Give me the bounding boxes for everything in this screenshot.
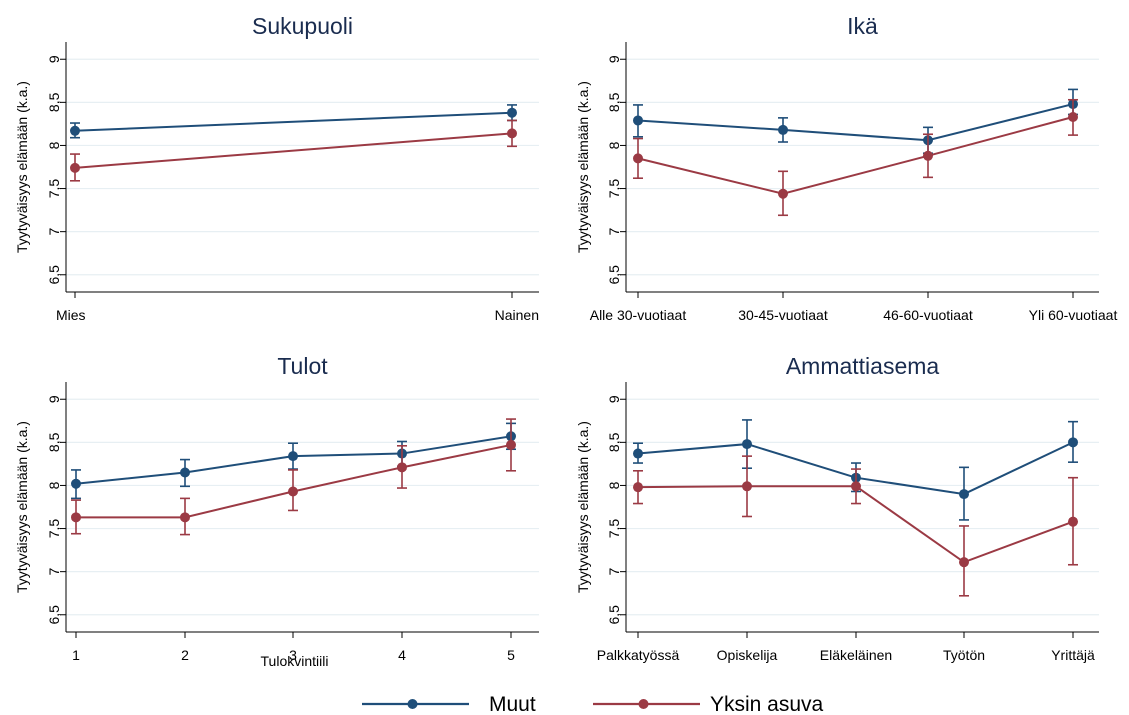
y-tick-label: 8 <box>46 141 62 149</box>
panel-1: 6,5 7 7,5 8 8,5 9 Mies Nainen Sukupuoli Tyytyväis… <box>14 13 539 323</box>
legend-label-yksin-asuva: Yksin asuva <box>710 693 824 715</box>
x-tick-label: Opiskelija <box>717 647 778 663</box>
data-point-muut <box>633 115 643 126</box>
data-point-yksin-asuva <box>742 481 752 492</box>
panel-2: 6,5 7 7,5 8 8,5 9 Alle 30-vuotiaat 30-45-vuotia… <box>575 13 1117 323</box>
data-point-yksin-asuva <box>70 162 80 173</box>
data-point-muut <box>507 107 517 118</box>
y-tick-label: 7,5 <box>606 519 622 539</box>
series-line-yksin-asuva <box>637 116 1074 195</box>
data-point-yksin-asuva <box>633 482 643 493</box>
y-tick-label: 7,5 <box>46 519 62 539</box>
y-tick-label: 8,5 <box>46 92 62 112</box>
y-tick-label: 9 <box>606 55 622 63</box>
y-tick-label: 6,5 <box>606 265 622 285</box>
data-point-yksin-asuva <box>71 512 81 523</box>
x-tick-label: 3 <box>289 647 297 663</box>
x-tick-label: Yli 60-vuotiaat <box>1029 307 1118 323</box>
data-point-muut <box>959 489 969 500</box>
y-tick-label: 9 <box>46 55 62 63</box>
data-point-yksin-asuva <box>1068 112 1078 122</box>
y-tick-label: 8,5 <box>606 92 622 112</box>
y-tick-label: 9 <box>606 395 622 403</box>
y-axis-label: Tyytyväisyys elämään (k.a.) <box>575 81 591 253</box>
y-tick-label: 7,5 <box>46 179 62 199</box>
data-point-muut <box>1068 437 1078 448</box>
y-tick-label: 7 <box>46 568 62 576</box>
panel-title: Sukupuoli <box>252 13 353 39</box>
y-tick-label: 7 <box>46 228 62 236</box>
x-tick-label: 5 <box>507 647 515 663</box>
legend-marker-yksin-asuva <box>638 699 649 709</box>
data-point-yksin-asuva <box>778 188 788 199</box>
data-point-yksin-asuva <box>288 486 298 497</box>
data-point-muut <box>288 451 298 462</box>
y-tick-label: 8,5 <box>606 432 622 452</box>
legend: Muut Yksin asuva <box>362 693 824 715</box>
y-tick-label: 8 <box>606 141 622 149</box>
data-point-yksin-asuva <box>959 557 969 568</box>
panel-3: 6,5 7 7,5 8 8,5 9 1 2 3 4 5 Tulot Tyytyväisyys elämä… <box>14 353 539 669</box>
data-point-yksin-asuva <box>633 153 643 164</box>
data-point-yksin-asuva <box>1068 516 1078 527</box>
data-point-muut <box>71 478 81 489</box>
y-tick-label: 6,5 <box>46 265 62 285</box>
data-point-yksin-asuva <box>923 150 933 161</box>
y-tick-label: 9 <box>46 395 62 403</box>
y-tick-label: 7,5 <box>606 179 622 199</box>
data-point-yksin-asuva <box>507 128 517 139</box>
data-point-muut <box>778 124 788 135</box>
legend-marker-muut <box>407 699 418 709</box>
y-axis-label: Tyytyväisyys elämään (k.a.) <box>14 421 30 593</box>
y-tick-label: 6,5 <box>46 605 62 625</box>
x-tick-label: Palkkatyössä <box>597 647 680 663</box>
data-point-muut <box>633 448 643 459</box>
data-point-muut <box>70 125 80 136</box>
y-axis-label: Tyytyväisyys elämään (k.a.) <box>14 81 30 253</box>
y-tick-label: 8 <box>46 481 62 489</box>
panel-4: 6,5 7 7,5 8 8,5 9 Palkkatyössä Opiskelija Eläkel… <box>575 353 1099 663</box>
y-axis-label: Tyytyväisyys elämään (k.a.) <box>575 421 591 593</box>
panel-title: Tulot <box>277 353 328 379</box>
x-tick-label: Alle 30-vuotiaat <box>590 307 687 323</box>
x-tick-label: Mies <box>56 307 86 323</box>
x-tick-label: Työtön <box>943 647 985 663</box>
x-tick-label: 1 <box>72 647 80 663</box>
x-axis-label: Tulokvintiili <box>261 653 329 669</box>
x-tick-label: 30-45-vuotiaat <box>738 307 828 323</box>
data-point-yksin-asuva <box>506 439 516 450</box>
data-point-yksin-asuva <box>397 462 407 473</box>
x-tick-label: 4 <box>398 647 406 663</box>
x-tick-label: Yrittäjä <box>1051 647 1095 663</box>
series-line-muut <box>74 111 513 132</box>
y-tick-label: 7 <box>606 228 622 236</box>
panel-title: Ammattiasema <box>786 353 940 379</box>
y-tick-label: 8,5 <box>46 432 62 452</box>
x-tick-label: Nainen <box>495 307 539 323</box>
x-tick-label: Eläkeläinen <box>820 647 892 663</box>
y-tick-label: 8 <box>606 481 622 489</box>
data-point-muut <box>180 467 190 478</box>
data-point-muut <box>742 439 752 450</box>
data-point-yksin-asuva <box>180 512 190 523</box>
data-point-yksin-asuva <box>851 481 861 492</box>
x-tick-label: 2 <box>181 647 189 663</box>
series-line-muut <box>637 103 1074 142</box>
y-tick-label: 7 <box>606 568 622 576</box>
panel-title: Ikä <box>847 13 878 39</box>
legend-label-muut: Muut <box>489 693 536 715</box>
y-tick-label: 6,5 <box>606 605 622 625</box>
x-tick-label: 46-60-vuotiaat <box>883 307 973 323</box>
series-line-yksin-asuva <box>74 132 513 169</box>
